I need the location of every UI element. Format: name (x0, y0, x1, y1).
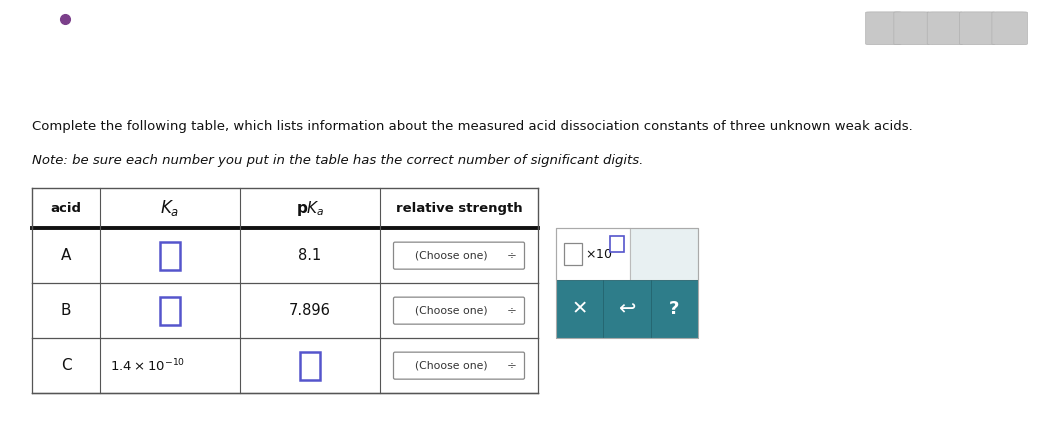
Text: (Choose one): (Choose one) (415, 361, 488, 371)
Text: ACIDS AND BASES: ACIDS AND BASES (77, 12, 172, 23)
Text: ÷: ÷ (507, 359, 516, 372)
Text: Note: be sure each number you put in the table has the correct number of signifi: Note: be sure each number you put in the… (32, 154, 644, 167)
Text: 7.896: 7.896 (289, 303, 331, 318)
FancyBboxPatch shape (866, 12, 901, 45)
Bar (32, 283, 538, 338)
Text: ▼: ▼ (98, 111, 108, 125)
Bar (610, 236, 624, 252)
Bar (300, 352, 320, 380)
FancyBboxPatch shape (960, 12, 995, 45)
FancyBboxPatch shape (393, 242, 525, 269)
Text: ÷: ÷ (507, 249, 516, 262)
FancyBboxPatch shape (393, 352, 525, 379)
Text: B: B (60, 303, 71, 318)
Text: $K_a$: $K_a$ (161, 198, 179, 218)
Bar (160, 297, 180, 325)
Text: C: C (60, 358, 71, 373)
Text: p$K_a$: p$K_a$ (295, 199, 324, 218)
Bar (630, 228, 698, 280)
Bar (651, 280, 698, 338)
Bar (556, 280, 603, 338)
FancyBboxPatch shape (992, 12, 1027, 45)
Text: $\times$10: $\times$10 (585, 248, 612, 261)
Bar (160, 242, 180, 270)
Bar (564, 243, 582, 265)
Text: ↩: ↩ (618, 299, 636, 319)
Text: (Choose one): (Choose one) (415, 251, 488, 261)
Text: ✕: ✕ (572, 300, 588, 319)
Text: Interconverting Ka and pKa: Interconverting Ka and pKa (77, 51, 347, 69)
Text: (Choose one): (Choose one) (415, 306, 488, 316)
Text: $1.4 \times 10^{-10}$: $1.4 \times 10^{-10}$ (110, 357, 186, 374)
Bar (556, 228, 698, 338)
Text: acid: acid (50, 202, 81, 215)
Text: 8.1: 8.1 (298, 248, 321, 263)
Text: relative strength: relative strength (395, 202, 523, 215)
Bar (556, 228, 630, 280)
Text: ?: ? (670, 300, 680, 318)
Text: A: A (60, 248, 71, 263)
FancyBboxPatch shape (894, 12, 929, 45)
FancyBboxPatch shape (393, 297, 525, 324)
FancyBboxPatch shape (927, 12, 963, 45)
Text: Complete the following table, which lists information about the measured acid di: Complete the following table, which list… (32, 120, 913, 132)
Bar (603, 280, 651, 338)
Bar (32, 338, 538, 393)
Bar (32, 188, 538, 228)
Text: ÷: ÷ (507, 304, 516, 317)
Bar (32, 228, 538, 283)
